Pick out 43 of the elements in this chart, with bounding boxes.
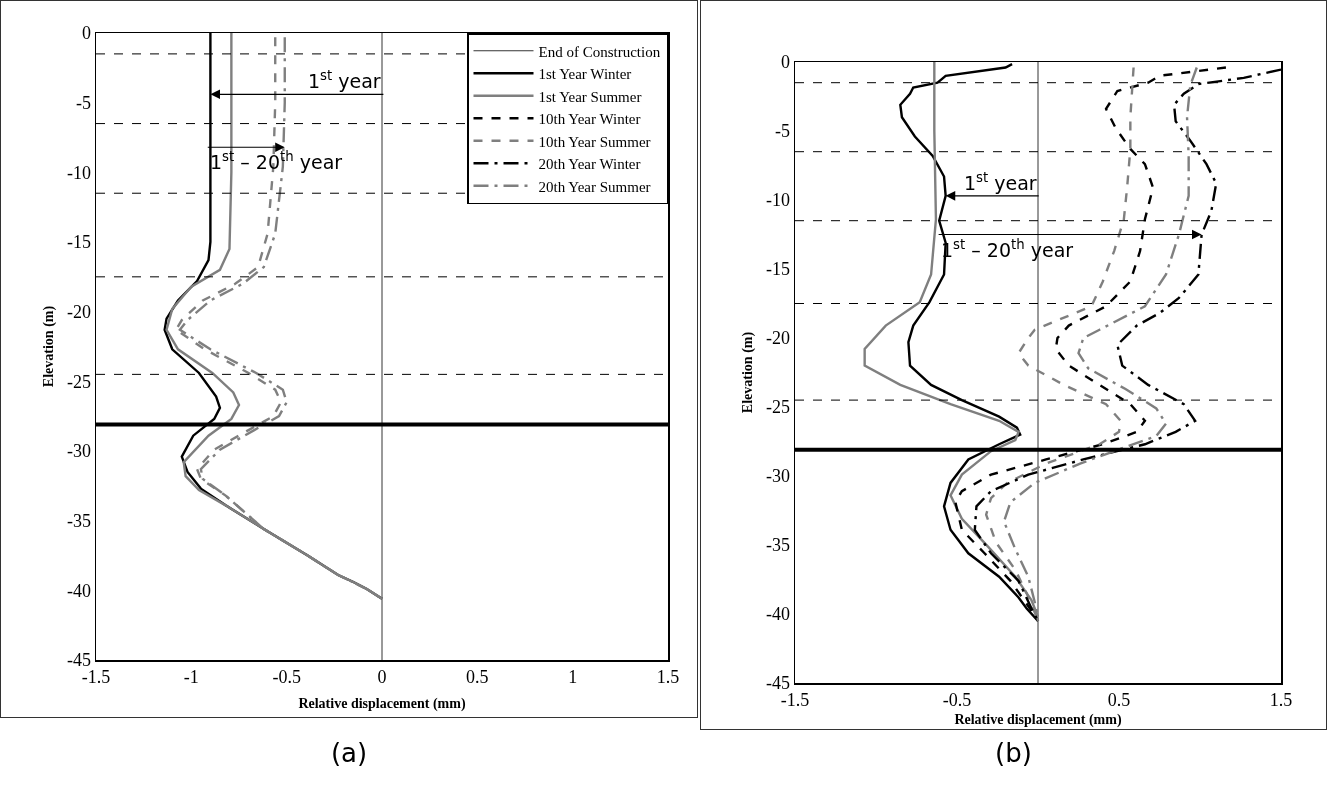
legend-label: 20th Year Summer <box>538 178 651 195</box>
x-tick-label: 1 <box>568 667 578 688</box>
legend-label: 20th Year Winter <box>538 156 641 173</box>
y-tick-label: 0 <box>780 52 790 73</box>
x-tick-label: 0.5 <box>1107 690 1131 711</box>
x-axis-title: Relative displacement (mm) <box>954 712 1122 728</box>
x-tick-label: 1.5 <box>656 667 680 688</box>
text: (b) <box>994 738 1033 768</box>
legend-label: 1st Year Summer <box>538 88 642 105</box>
y-tick-label: -25 <box>765 397 790 418</box>
x-tick-label: -0.5 <box>272 667 301 688</box>
y-tick-label: -30 <box>66 441 91 462</box>
x-tick-label: -0.5 <box>942 690 972 711</box>
y-tick-label: -30 <box>765 466 790 487</box>
y-tick-label: -25 <box>66 371 91 392</box>
annotation: 1$^{st}$ – 20$^{th}$ year <box>210 149 343 173</box>
text: (a) <box>329 738 369 768</box>
y-axis-title: Elevation (m) <box>739 331 756 414</box>
y-tick-label: -40 <box>66 580 91 601</box>
x-tick-label: -1 <box>183 667 199 688</box>
x-axis-title: Relative displacement (mm) <box>298 696 466 713</box>
y-tick-label: -35 <box>66 510 91 531</box>
annotation: 1$^{st}$ year <box>964 170 1037 194</box>
y-tick-label: -10 <box>66 162 91 183</box>
y-tick-label: -35 <box>765 535 790 556</box>
y-tick-label: -5 <box>774 121 790 142</box>
y-tick-label: -15 <box>765 259 790 280</box>
annotation: 1$^{st}$ year <box>308 68 381 92</box>
x-tick-label: 1.5 <box>1269 690 1293 711</box>
y-tick-label: -5 <box>75 92 91 113</box>
y-tick-label: -15 <box>66 232 91 253</box>
legend-label: End of Construction <box>538 43 661 60</box>
y-tick-label: -20 <box>765 328 790 349</box>
x-tick-label: 0 <box>377 667 387 688</box>
legend-label: 10th Year Winter <box>538 111 641 128</box>
y-tick-label: -10 <box>765 190 790 211</box>
y-axis-title: Elevation (m) <box>40 305 57 388</box>
y-tick-label: -20 <box>66 301 91 322</box>
x-tick-label: 0.5 <box>466 667 489 688</box>
y-tick-label: 0 <box>81 23 91 44</box>
y-tick-label: -40 <box>765 604 790 625</box>
legend-label: 10th Year Summer <box>538 133 651 150</box>
legend-label: 1st Year Winter <box>538 66 632 83</box>
